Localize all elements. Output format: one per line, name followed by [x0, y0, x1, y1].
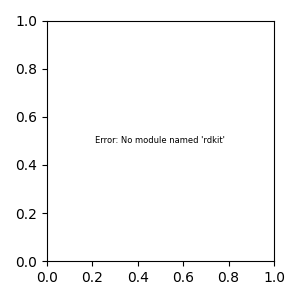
Text: Error: No module named 'rdkit': Error: No module named 'rdkit': [95, 136, 225, 146]
